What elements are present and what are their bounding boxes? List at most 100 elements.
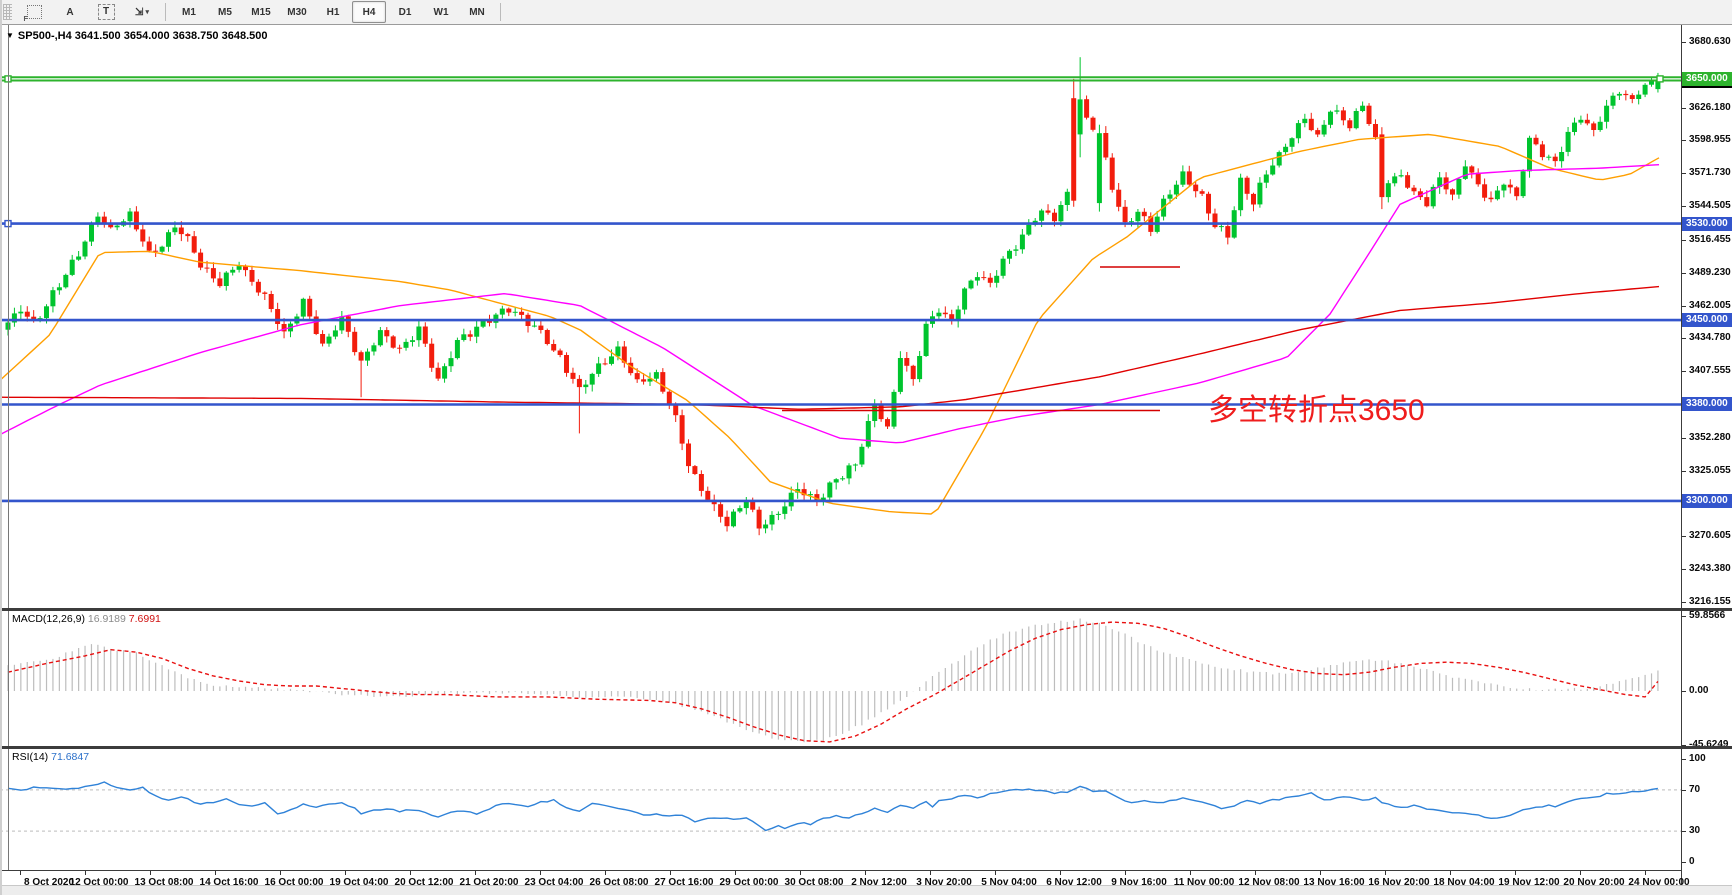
time-tick [1125,871,1126,875]
time-scale-label: 29 Oct 00:00 [719,877,779,888]
price-tick [1682,273,1686,274]
rsi-label: RSI(14) 71.6847 [12,751,89,763]
price-scale-label: 3462.005 [1689,300,1731,311]
price-tick [1682,438,1686,439]
price-tick [1682,306,1686,307]
time-tick [1645,871,1646,875]
rsi-tick [1682,759,1686,760]
time-scale-label: 18 Nov 04:00 [1433,877,1495,888]
timeframe-button-MN[interactable]: MN [469,6,485,18]
rsi-tick [1682,790,1686,791]
time-tick [995,871,996,875]
price-line-label-3300.000: 3300.000 [1682,494,1732,508]
time-scale-label: 19 Oct 04:00 [329,877,389,888]
line-handle[interactable] [1656,75,1664,83]
time-scale-label: 16 Nov 20:00 [1368,877,1430,888]
timeframe-button-M5[interactable]: M5 [218,6,232,18]
time-tick [605,871,606,875]
toolbar-drag-handle[interactable] [3,4,12,20]
mid-ma-line [0,164,1660,444]
time-tick [215,871,216,875]
time-tick [540,871,541,875]
macd-scale-label: 0.00 [1689,685,1709,696]
time-scale-label: 23 Oct 04:00 [524,877,584,888]
label-a-tool-icon[interactable]: A [66,6,74,18]
price-chart-pane[interactable] [0,25,1681,608]
chart-title: ▼ SP500-,H4 3641.500 3654.000 3638.750 36… [6,30,267,42]
timeframe-button-M15[interactable]: M15 [251,6,271,18]
time-tick [800,871,801,875]
price-scale-label: 3270.605 [1689,530,1731,541]
chevron-down-icon[interactable]: ▼ [6,31,14,40]
time-tick [150,871,151,875]
macd-signal-line [7,621,1659,743]
time-tick [1385,871,1386,875]
timeframe-button-H4[interactable]: H4 [352,1,386,23]
toolbar-separator [165,3,166,21]
price-line-label-3530.000: 3530.000 [1682,217,1732,231]
rsi-scale-label: 70 [1689,784,1701,795]
timeframe-button-H1[interactable]: H1 [326,6,340,18]
macd-tick [1682,745,1686,746]
text-t-tool-icon[interactable]: T [89,1,123,23]
pane-splitter[interactable] [0,608,1732,611]
time-scale-label: 20 Nov 20:00 [1563,877,1625,888]
slow-ma-line [0,285,1660,410]
pane-splitter[interactable] [0,746,1732,749]
macd-tick [1682,691,1686,692]
price-tick [1682,108,1686,109]
timeframe-button-M1[interactable]: M1 [182,6,196,18]
price-tick [1682,536,1686,537]
macd-signal-value: 7.6991 [128,613,161,625]
macd-indicator-pane[interactable] [0,611,1681,746]
price-line-label-3650.000: 3650.000 [1682,72,1732,86]
timeframe-button-W1[interactable]: W1 [433,6,449,18]
window-bottom-edge [0,885,1732,895]
time-scale-label: 12 Nov 08:00 [1238,877,1300,888]
price-tick [1682,338,1686,339]
chart-left-border [8,25,9,870]
price-tick [1682,371,1686,372]
price-scale-label: 3434.780 [1689,332,1731,343]
timeframe-button-M30[interactable]: M30 [287,6,307,18]
grid-icon: F [24,5,42,23]
time-scale-label: 20 Oct 12:00 [394,877,454,888]
time-scale-label: 3 Nov 20:00 [916,877,972,888]
time-tick [930,871,931,875]
rsi-value: 71.6847 [51,751,90,763]
time-tick [410,871,411,875]
time-scale-label: 13 Nov 16:00 [1303,877,1365,888]
rsi-indicator-pane[interactable] [0,749,1681,869]
chart-toolbar: F A T ⇲ ▾ M1 M5 M15 M30 H1 H4 D1 W1 MN [0,0,1732,25]
candlestick-chart [0,57,1681,536]
price-scale-label: 3325.055 [1689,465,1731,476]
price-scale-label: 3626.180 [1689,102,1731,113]
macd-chart [7,618,1659,743]
time-scale-label: 30 Oct 08:00 [784,877,844,888]
rsi-line [7,781,1658,832]
chart-title-text: SP500-,H4 3641.500 3654.000 3638.750 364… [17,30,268,42]
price-scale[interactable]: 3680.630 3626.180 3598.955 3571.730 3544.505… [1681,25,1732,884]
annotation-text[interactable]: 多空转折点3650 [1208,394,1425,427]
window-left-edge [0,0,2,895]
price-tick [1682,206,1686,207]
price-scale-label: 3352.280 [1689,432,1731,443]
price-tick [1682,173,1686,174]
time-tick [20,871,21,875]
rsi-scale-label: 30 [1689,825,1701,836]
rsi-tick [1682,831,1686,832]
rsi-name: RSI(14) [12,751,49,763]
timeframe-button-D1[interactable]: D1 [398,6,412,18]
price-scale-label: 3680.630 [1689,36,1731,47]
rsi-scale-label: 100 [1689,753,1706,764]
time-tick [1190,871,1191,875]
price-scale-label: 3489.230 [1689,267,1731,278]
time-tick [1515,871,1516,875]
price-tick [1682,569,1686,570]
arrange-tool-icon[interactable]: ⇲ ▾ [135,6,149,18]
grid-f-tool-icon[interactable]: F [17,1,51,23]
price-tick [1682,42,1686,43]
time-scale-label: 16 Oct 00:00 [264,877,324,888]
time-scale-label: 5 Nov 04:00 [981,877,1037,888]
